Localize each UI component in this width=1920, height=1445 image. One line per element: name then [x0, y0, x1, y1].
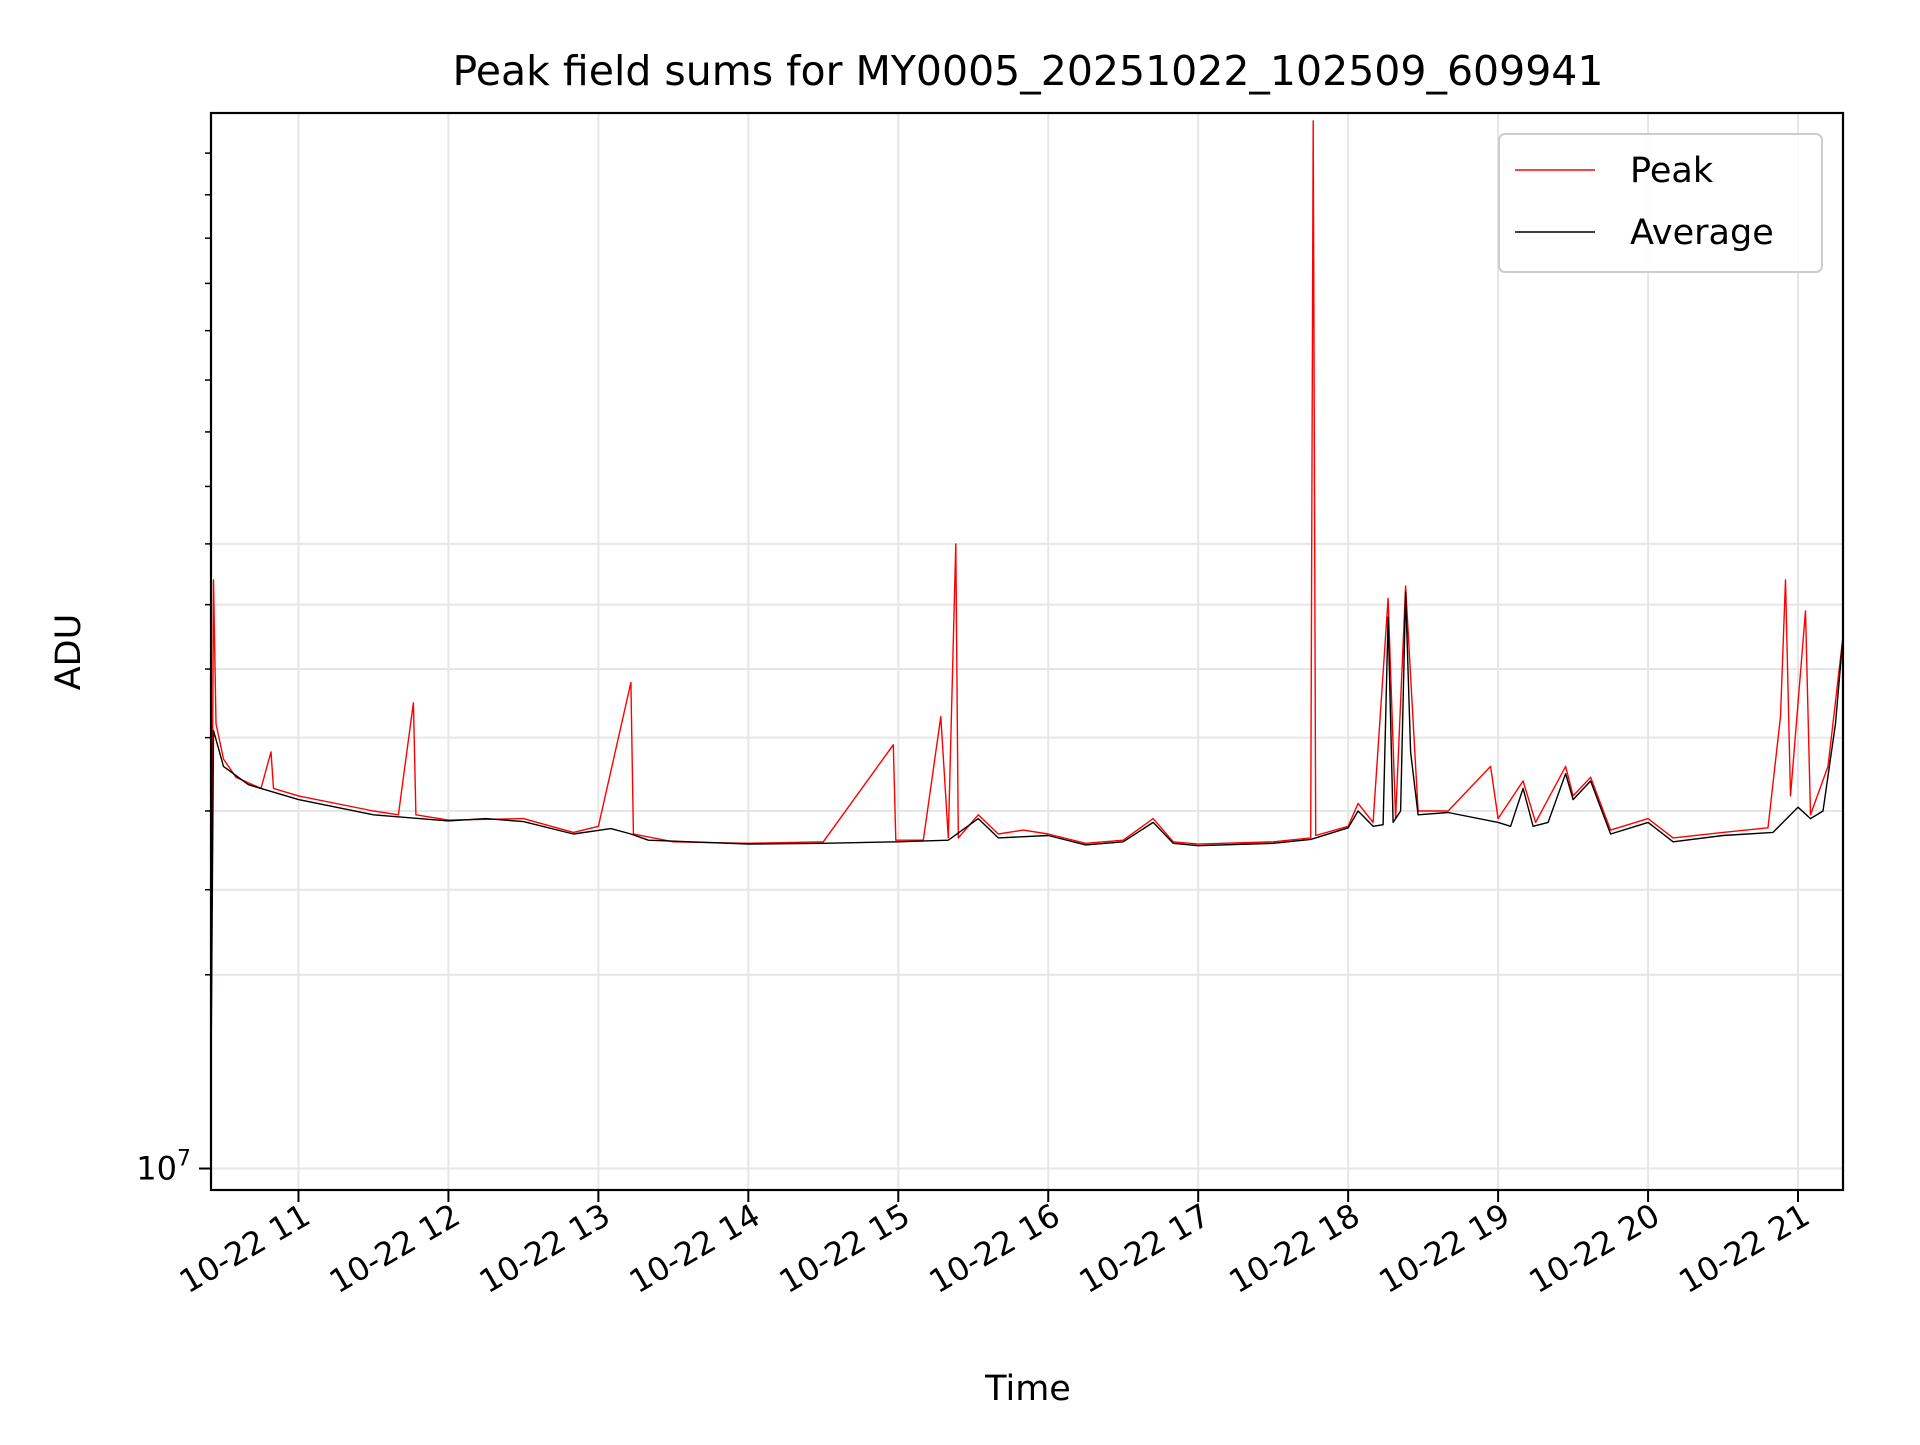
series-layer: [211, 120, 1843, 1077]
y-axis-label: ADU: [49, 614, 89, 691]
legend: Peak Average: [1498, 133, 1823, 273]
plot-frame: [209, 111, 1845, 1192]
legend-box: [1498, 133, 1823, 273]
legend-average-label: Average: [1630, 213, 1774, 253]
legend-peak-label: Peak: [1630, 151, 1714, 191]
series-line-peak: [211, 120, 1843, 1077]
series-line-average: [211, 591, 1843, 1077]
x-axis-label: Time: [984, 1369, 1071, 1409]
grid-lines: [211, 113, 1843, 1190]
y-tick-label: 107: [136, 1147, 191, 1188]
chart-title: Peak field sums for MY0005_20251022_1025…: [453, 47, 1604, 95]
